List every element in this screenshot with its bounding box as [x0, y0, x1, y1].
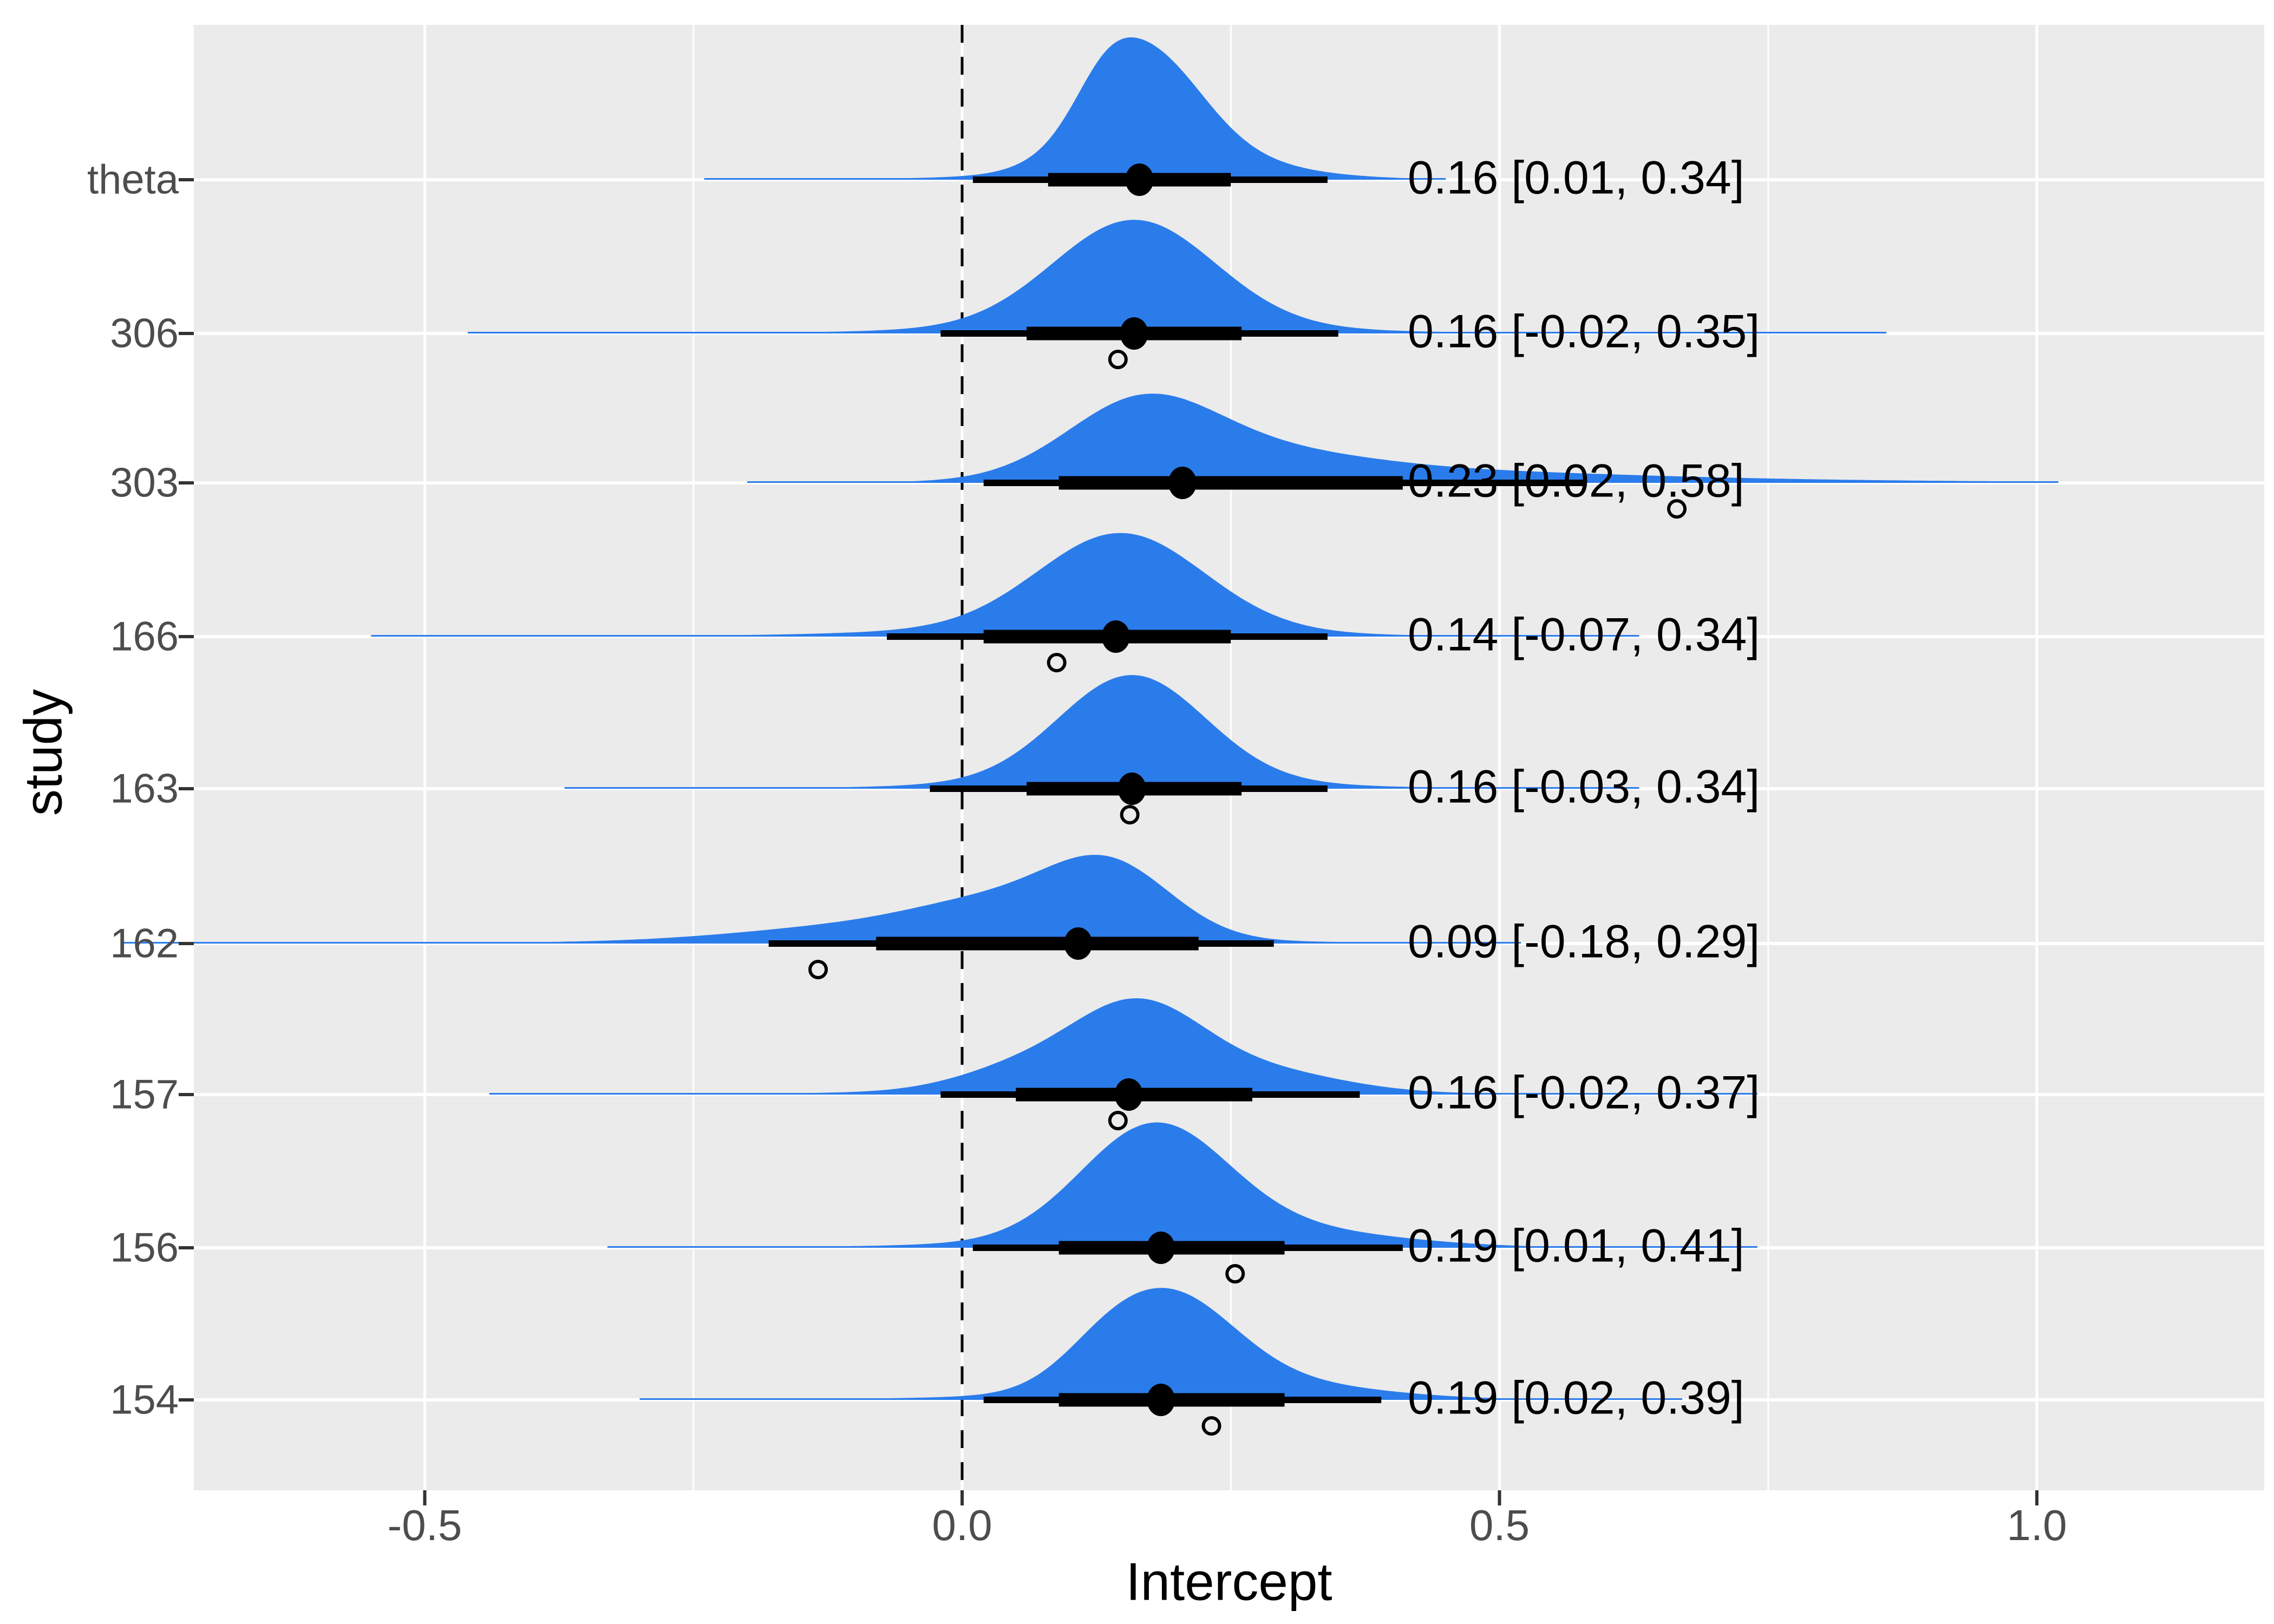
posterior-density-166: [371, 533, 1639, 637]
estimate-annotation-162: 0.09 [-0.18, 0.29]: [1408, 915, 1760, 968]
estimate-annotation-theta: 0.16 [0.01, 0.34]: [1408, 152, 1744, 204]
observed-effect-303: [1667, 499, 1687, 519]
point-estimate-156: [1147, 1232, 1175, 1264]
posterior-density-156: [607, 1122, 1757, 1248]
y-tick-label-154: 154: [110, 1377, 179, 1423]
observed-effect-154: [1201, 1416, 1221, 1436]
y-tick-label-306: 306: [110, 310, 179, 357]
posterior-density-157: [489, 998, 1757, 1095]
y-tick-label-303: 303: [110, 460, 179, 506]
posterior-density-303: [747, 394, 2059, 483]
posterior-density-163: [564, 675, 1639, 789]
observed-effect-306: [1108, 350, 1128, 369]
point-estimate-163: [1118, 772, 1146, 805]
y-axis-title: study: [13, 689, 73, 816]
observed-effect-163: [1120, 805, 1140, 824]
posterior-density-306: [467, 220, 1887, 333]
point-estimate-154: [1147, 1384, 1175, 1416]
estimate-annotation-163: 0.16 [-0.03, 0.34]: [1408, 761, 1760, 813]
posterior-density-theta: [704, 37, 1446, 180]
point-estimate-162: [1064, 927, 1093, 960]
y-tick-label-156: 156: [110, 1224, 179, 1271]
estimate-annotation-154: 0.19 [0.02, 0.39]: [1408, 1372, 1744, 1424]
observed-effect-157: [1108, 1111, 1128, 1130]
estimate-annotation-303: 0.23 [0.02, 0.58]: [1408, 455, 1744, 507]
ci66-interval-303: [1058, 476, 1403, 490]
posterior-density-154: [639, 1288, 1682, 1400]
point-estimate-theta: [1125, 163, 1154, 196]
x-axis-title: Intercept: [1126, 1551, 1332, 1612]
x-tick-label-1.0: 1.0: [2007, 1501, 2067, 1549]
y-tick-label-157: 157: [110, 1071, 179, 1118]
point-estimate-157: [1114, 1078, 1143, 1111]
estimate-annotation-166: 0.14 [-0.07, 0.34]: [1408, 608, 1760, 661]
point-estimate-303: [1168, 467, 1197, 499]
x-tick-label-0.0: 0.0: [932, 1501, 992, 1549]
posterior-density-162: [123, 855, 1521, 944]
observed-effect-156: [1225, 1264, 1245, 1284]
observed-effect-162: [808, 960, 828, 979]
y-tick-label-theta: theta: [87, 156, 179, 203]
point-estimate-166: [1101, 620, 1130, 653]
estimate-annotation-157: 0.16 [-0.02, 0.37]: [1408, 1066, 1760, 1119]
y-tick-label-166: 166: [110, 613, 179, 660]
estimate-annotation-306: 0.16 [-0.02, 0.35]: [1408, 305, 1760, 358]
ci66-interval-162: [876, 937, 1199, 951]
estimate-annotation-156: 0.19 [0.01, 0.41]: [1408, 1220, 1744, 1272]
point-estimate-306: [1120, 317, 1148, 350]
observed-effect-166: [1047, 653, 1067, 672]
y-tick-label-162: 162: [110, 920, 179, 967]
y-tick-label-163: 163: [110, 765, 179, 812]
x-tick-label-0.5: 0.5: [1469, 1501, 1530, 1549]
x-tick-label--0.5: -0.5: [387, 1501, 462, 1549]
